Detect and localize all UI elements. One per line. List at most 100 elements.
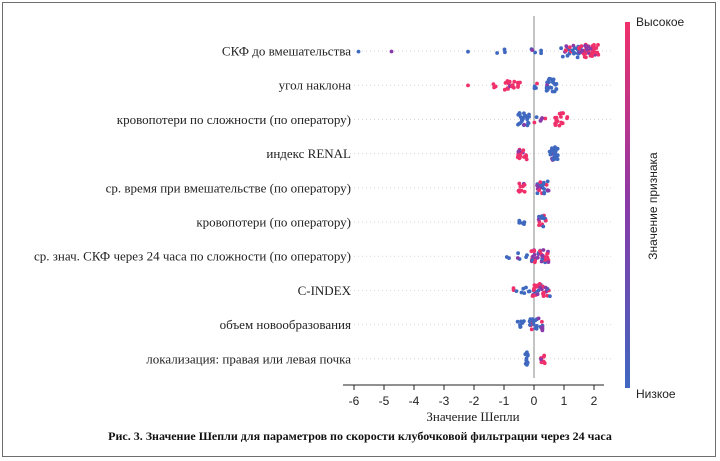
points-layer [356,42,601,367]
shap-point [532,120,537,125]
feature-label: угол наклона [279,78,352,93]
feature-label: кровопотери по сложности (по оператору) [117,112,351,127]
shap-point [535,183,539,188]
shap-point [534,115,539,119]
shap-point [584,44,589,49]
shap-point [545,179,550,184]
colorbar-low-label: Низкое [636,387,676,401]
shap-point [548,152,553,157]
feature-label: кровопотери (по оператору) [196,215,351,230]
shap-point [503,50,507,55]
shap-point [582,55,587,59]
shap-point [520,116,525,121]
shap-point [541,248,546,252]
shap-point [525,363,529,367]
shap-point [550,89,555,94]
x-tick-label: -1 [499,394,510,408]
shap-point [540,116,544,120]
shap-point [522,291,527,295]
shap-point [559,115,563,119]
shap-point [516,83,520,88]
shap-point [579,44,584,48]
shap-point [536,316,541,321]
shap-point [517,111,522,115]
shap-point [590,54,594,58]
colorbar-title: Значение признака [646,152,660,260]
shap-point [538,119,543,123]
shap-point [560,54,565,59]
shap-point [512,85,516,90]
shap-point [529,327,534,332]
shap-point [527,319,532,324]
shap-point [542,216,546,221]
shap-point [530,258,535,263]
shap-point [554,115,559,120]
shap-point [541,290,546,295]
shap-point [539,51,543,56]
x-tick-label: -4 [409,394,420,408]
shap-point [537,188,541,193]
shap-point [524,157,529,162]
shap-point [492,85,496,90]
feature-label: ср. время при вмешательстве (по оператор… [106,180,351,195]
shap-point [466,83,470,88]
x-tick-label: 0 [531,394,538,408]
shap-point [531,288,536,292]
x-axis-title: Значение Шепли [426,409,519,424]
shap-point [560,121,565,126]
shap-point [594,46,599,50]
shap-point [531,294,535,298]
shap-point [588,46,593,51]
colorbar-gradient [625,22,630,388]
shap-point [546,85,550,90]
shap-point [522,220,527,225]
shap-point [535,292,540,297]
shap-point [541,180,546,185]
shap-point [548,294,552,299]
shap-point [545,188,550,193]
shap-point [552,157,557,162]
feature-label: СКФ до вмешательства [222,44,351,59]
shap-point [529,249,534,254]
shap-point [542,191,547,196]
shap-point [542,187,546,191]
shap-point [522,183,527,187]
x-tick-label: -6 [349,394,360,408]
shap-point [564,48,568,53]
shap-point [514,289,519,293]
shap-point [517,188,522,193]
shap-point [525,123,530,128]
colorbar-high-label: Высокое [636,15,684,29]
shap-point [518,325,523,329]
shap-point [567,45,572,50]
shap-point [525,350,529,355]
feature-label: индекс RENAL [266,146,351,161]
shap-point [555,146,560,151]
shap-point [559,46,563,51]
shap-point [544,88,549,93]
x-tick-label: -2 [469,394,480,408]
shap-point [543,285,548,290]
shap-point [540,254,545,258]
shap-point [516,251,520,256]
shap-point [596,43,600,47]
shap-point [545,80,549,85]
shap-point [565,53,570,58]
feature-rows: СКФ до вмешательства угол наклона кровопот… [34,44,612,366]
shap-point [524,255,528,259]
shap-point [543,258,547,262]
shap-point [538,285,543,290]
shap-point [539,357,543,362]
shap-point [507,256,511,260]
x-tick-label: -3 [439,394,450,408]
shap-point [528,323,532,327]
shap-point [518,220,522,225]
shap-point [527,112,531,117]
shap-point [515,319,520,324]
x-ticks: -6 -5 -4 -3 -2 -1 0 1 2 [349,385,598,408]
shap-point [524,114,528,119]
shap-point [573,46,577,51]
shap-point [524,358,529,363]
shap-point [517,121,521,126]
